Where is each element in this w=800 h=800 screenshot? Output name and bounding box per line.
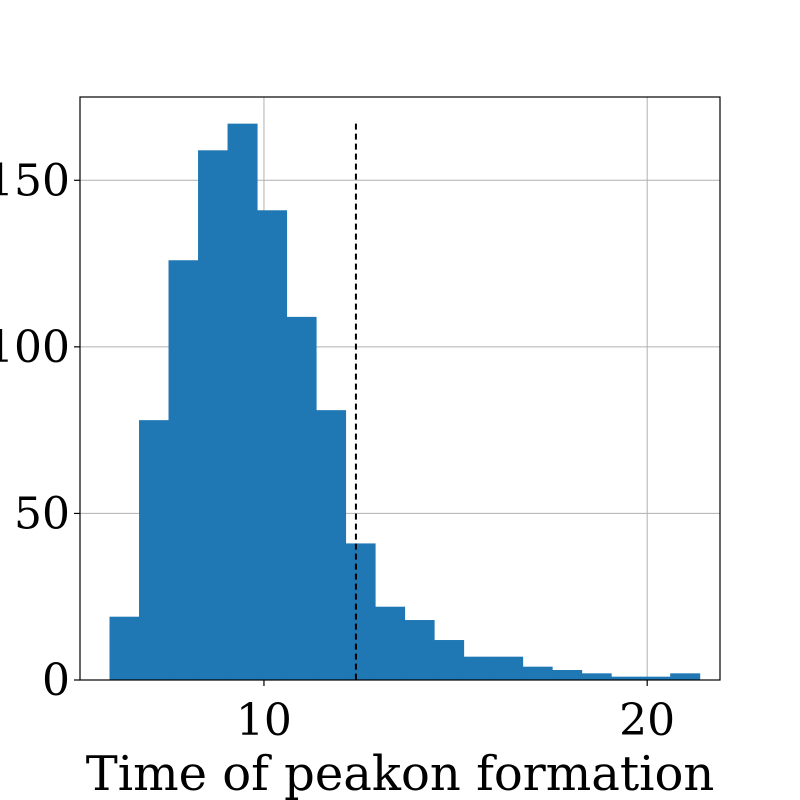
histogram-bar-17 [611, 676, 642, 680]
histogram-bars [109, 123, 701, 681]
y-tick-label-3: 150 [0, 155, 70, 206]
histogram-bar-1 [139, 420, 170, 680]
histogram-bar-3 [198, 150, 229, 680]
histogram-bar-4 [227, 123, 258, 680]
y-tick-label-0: 0 [42, 655, 70, 706]
x-tick-label-0: 10 [236, 695, 292, 746]
histogram-bar-9 [375, 606, 406, 680]
histogram-bar-11 [434, 640, 465, 680]
histogram-bar-13 [493, 656, 524, 680]
histogram-bar-5 [257, 210, 288, 681]
histogram-bar-19 [670, 673, 701, 680]
x-axis-title: Time of peakon formation [86, 746, 715, 800]
y-tick-label-1: 50 [14, 488, 70, 539]
histogram-bar-12 [463, 656, 494, 680]
histogram-bar-16 [581, 673, 612, 680]
axis-ticks: 10 20 0 50 100 150 [0, 155, 675, 746]
histogram-bar-0 [109, 616, 140, 680]
x-tick-label-1: 20 [619, 695, 675, 746]
histogram-bar-8 [345, 543, 376, 680]
histogram-bar-2 [168, 260, 199, 680]
plot-frame [79, 96, 721, 681]
histogram-bar-14 [522, 666, 553, 680]
histogram-bar-15 [552, 670, 583, 680]
y-tick-label-2: 100 [0, 322, 70, 373]
histogram-bar-7 [316, 410, 347, 680]
histogram-bar-18 [640, 676, 671, 680]
histogram-bar-6 [286, 316, 317, 680]
histogram-bar-10 [404, 620, 435, 680]
